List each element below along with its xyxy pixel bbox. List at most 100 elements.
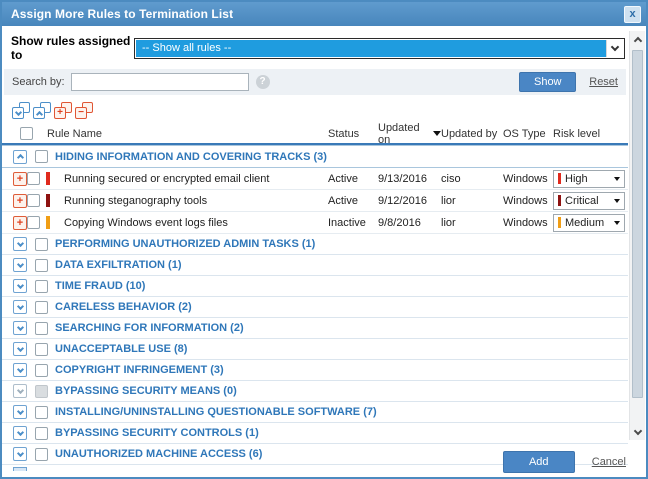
dropdown-arrow-icon xyxy=(614,176,620,181)
group-checkbox[interactable] xyxy=(35,405,48,419)
rule-name: Running secured or encrypted email clien… xyxy=(64,172,270,185)
close-icon: x xyxy=(629,8,636,20)
group-checkbox[interactable] xyxy=(35,426,48,440)
risk-level-select[interactable]: Medium xyxy=(553,213,625,232)
show-button[interactable]: Show xyxy=(519,72,577,92)
rules-table: Rule Name Status Updated on Updated by O… xyxy=(2,122,628,471)
group-row[interactable]: INSTALLING/UNINSTALLING QUESTIONABLE SOF… xyxy=(2,402,628,423)
dropdown-arrow-icon xyxy=(614,198,620,203)
select-all-checkbox[interactable] xyxy=(20,127,33,140)
rule-row: + Running steganography tools Active 9/12/2… xyxy=(2,190,628,212)
expand-group-icon[interactable] xyxy=(13,447,27,461)
group-row[interactable]: SEARCHING FOR INFORMATION (2) xyxy=(2,318,628,339)
rule-name: Copying Windows event logs files xyxy=(64,216,228,229)
group-row[interactable]: HIDING INFORMATION AND COVERING TRACKS (… xyxy=(2,145,628,168)
expand-rule-icon[interactable]: + xyxy=(13,171,27,186)
scroll-down-button[interactable] xyxy=(630,424,646,440)
group-row[interactable]: TIME FRAUD (10) xyxy=(2,276,628,297)
rule-checkbox[interactable] xyxy=(27,216,40,229)
stacked-page-front: − xyxy=(75,107,87,119)
group-checkbox[interactable] xyxy=(35,321,48,335)
rule-updated-on: 9/13/2016 xyxy=(378,172,427,185)
expand-group-icon[interactable] xyxy=(13,405,27,419)
expand-group-icon[interactable] xyxy=(13,237,27,251)
select-dropdown-button[interactable] xyxy=(606,39,623,57)
search-input[interactable] xyxy=(70,73,249,91)
rule-updated-by: lior xyxy=(441,216,456,229)
group-row[interactable]: UNAUTHORIZED MACHINE ACCESS (6) xyxy=(2,444,628,465)
risk-level-color-bar xyxy=(558,173,561,184)
group-label: UNACCEPTABLE USE (8) xyxy=(55,343,188,355)
rule-updated-on: 9/12/2016 xyxy=(378,194,427,207)
cancel-link[interactable]: Cancel xyxy=(591,456,626,468)
group-row[interactable]: BYPASSING SECURITY CONTROLS (1) xyxy=(2,423,628,444)
group-row[interactable]: PERFORMING UNAUTHORIZED ADMIN TASKS (1) xyxy=(2,234,628,255)
expand-group-icon[interactable] xyxy=(13,384,27,398)
partial-next-group-icon xyxy=(13,467,27,471)
group-row[interactable]: BYPASSING SECURITY MEANS (0) xyxy=(2,381,628,402)
group-label: DATA EXFILTRATION (1) xyxy=(55,259,182,271)
header-status[interactable]: Status xyxy=(328,127,360,140)
rule-checkbox[interactable] xyxy=(27,172,40,185)
expand-group-icon[interactable] xyxy=(13,300,27,314)
group-checkbox[interactable] xyxy=(35,447,48,461)
risk-level-color-bar xyxy=(558,195,561,206)
group-row[interactable]: DATA EXFILTRATION (1) xyxy=(2,255,628,276)
filter-label: Show rules assigned to xyxy=(11,34,131,62)
table-header-row: Rule Name Status Updated on Updated by O… xyxy=(2,122,628,146)
header-updated-on[interactable]: Updated on xyxy=(378,122,441,146)
group-checkbox[interactable] xyxy=(35,237,48,251)
group-checkbox[interactable] xyxy=(35,150,48,163)
add-button[interactable]: Add xyxy=(502,451,575,473)
expand-all-groups-icon[interactable] xyxy=(12,102,30,119)
header-rule-name[interactable]: Rule Name xyxy=(47,127,103,140)
search-label: Search by: xyxy=(12,76,65,88)
close-button[interactable]: x xyxy=(624,5,641,23)
rule-updated-on: 9/8/2016 xyxy=(378,216,421,229)
sort-desc-icon xyxy=(433,131,441,136)
expand-group-icon[interactable] xyxy=(13,363,27,377)
risk-level-select[interactable]: Critical xyxy=(553,191,625,210)
expand-group-icon[interactable] xyxy=(13,279,27,293)
deselect-all-rules-icon[interactable]: − xyxy=(75,102,93,119)
stacked-page-front: + xyxy=(54,107,66,119)
expand-group-icon[interactable] xyxy=(13,321,27,335)
group-label: COPYRIGHT INFRINGEMENT (3) xyxy=(55,364,224,376)
group-label: PERFORMING UNAUTHORIZED ADMIN TASKS (1) xyxy=(55,238,316,250)
group-row[interactable]: COPYRIGHT INFRINGEMENT (3) xyxy=(2,360,628,381)
scrollbar-thumb[interactable] xyxy=(632,50,643,398)
rules-filter-select[interactable]: -- Show all rules -- xyxy=(134,37,625,59)
select-all-rules-icon[interactable]: + xyxy=(54,102,72,119)
group-row[interactable]: UNACCEPTABLE USE (8) xyxy=(2,339,628,360)
group-checkbox[interactable] xyxy=(35,300,48,314)
scroll-up-button[interactable] xyxy=(630,31,646,47)
rule-os-type: Windows xyxy=(503,172,548,185)
expand-rule-icon[interactable]: + xyxy=(13,193,27,208)
group-checkbox xyxy=(35,384,48,398)
rule-updated-by: lior xyxy=(441,194,456,207)
header-risk-level[interactable]: Risk level xyxy=(553,127,601,140)
risk-cell: Critical xyxy=(553,191,628,210)
help-icon: ? xyxy=(255,75,270,89)
group-checkbox[interactable] xyxy=(35,258,48,272)
selected-option: -- Show all rules -- xyxy=(136,39,606,57)
header-updated-by[interactable]: Updated by xyxy=(441,127,498,140)
expand-group-icon[interactable] xyxy=(13,342,27,356)
vertical-scrollbar[interactable] xyxy=(629,31,645,440)
group-checkbox[interactable] xyxy=(35,342,48,356)
expand-rule-icon[interactable]: + xyxy=(13,215,27,230)
reset-link[interactable]: Reset xyxy=(589,76,618,88)
group-checkbox[interactable] xyxy=(35,363,48,377)
stacked-page-front xyxy=(12,107,24,119)
expand-group-icon[interactable] xyxy=(13,426,27,440)
group-label: BYPASSING SECURITY MEANS (0) xyxy=(55,385,237,397)
rule-checkbox[interactable] xyxy=(27,194,40,207)
risk-level-select[interactable]: High xyxy=(553,169,625,188)
collapse-all-groups-icon[interactable] xyxy=(33,102,51,119)
expand-group-icon[interactable] xyxy=(13,258,27,272)
risk-level-color-bar xyxy=(558,217,561,228)
group-row[interactable]: CARELESS BEHAVIOR (2) xyxy=(2,297,628,318)
group-checkbox[interactable] xyxy=(35,279,48,293)
header-os-type[interactable]: OS Type xyxy=(503,127,546,140)
collapse-group-icon[interactable] xyxy=(13,149,27,164)
